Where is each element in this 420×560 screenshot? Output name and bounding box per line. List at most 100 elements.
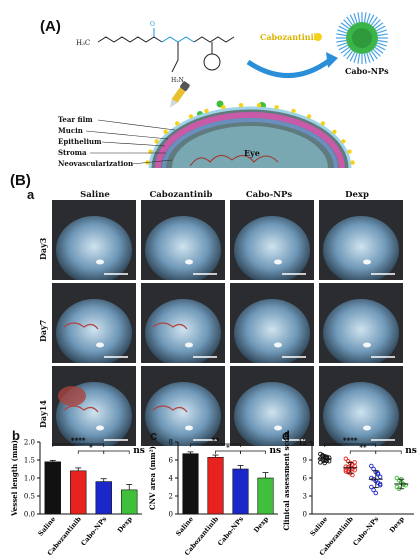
nanoparticle-spike bbox=[377, 33, 388, 37]
nanoparticle-spike bbox=[370, 16, 378, 26]
data-point bbox=[403, 482, 408, 488]
eye-photo-day14-saline bbox=[52, 366, 136, 446]
y-tick-label: 0 bbox=[169, 511, 173, 519]
chart-d-letter: d bbox=[282, 428, 290, 443]
nanoparticle-spike bbox=[343, 48, 352, 57]
nanoparticle-spike bbox=[366, 13, 371, 23]
drug-particle bbox=[347, 149, 352, 154]
cabozantinib-label: Cabozantinib bbox=[260, 32, 320, 42]
drug-particle bbox=[291, 108, 296, 114]
eye-photo-day7-cabozantinib bbox=[141, 283, 225, 363]
y-tick-label: 9 bbox=[303, 457, 307, 465]
polymer-structure bbox=[97, 28, 235, 73]
category-label: Saline bbox=[309, 515, 330, 538]
significance-label: ns bbox=[133, 446, 145, 456]
nanoparticle-spike bbox=[366, 53, 371, 63]
y-tick-label: 2.0 bbox=[24, 439, 35, 447]
significance-label: **** bbox=[71, 436, 86, 445]
significance-label: ns bbox=[405, 446, 417, 456]
nanoparticle-spike bbox=[338, 25, 349, 32]
data-point bbox=[369, 463, 374, 469]
significance-bracket bbox=[103, 450, 130, 454]
nanoparticle-icon bbox=[346, 22, 378, 54]
nanoparticle-spike bbox=[336, 39, 347, 43]
chart-c-letter: c bbox=[150, 428, 158, 443]
drug-particle bbox=[154, 139, 159, 144]
bar bbox=[44, 461, 61, 515]
y-tick-label: 12 bbox=[298, 439, 307, 447]
nanoparticle-spike bbox=[375, 44, 386, 51]
significance-bracket bbox=[190, 443, 241, 447]
polymer-label-o: O bbox=[150, 21, 155, 28]
data-point bbox=[377, 474, 383, 480]
bar bbox=[232, 468, 249, 515]
drug-particle bbox=[306, 114, 312, 119]
data-point bbox=[352, 460, 357, 465]
y-tick-label: 3 bbox=[303, 493, 307, 501]
column-header-dexp: Dexp bbox=[345, 190, 369, 200]
layer-label-neovascularization: Neovascularization bbox=[58, 159, 133, 168]
layer-label-mucin: Mucin bbox=[58, 126, 83, 135]
nanoparticle-spike bbox=[346, 50, 354, 60]
drug-particle bbox=[174, 121, 180, 126]
y-tick-label: 0.5 bbox=[24, 493, 35, 501]
data-point bbox=[371, 487, 376, 493]
nanoparticle-spike bbox=[370, 50, 378, 60]
y-tick-label: 6 bbox=[169, 457, 174, 465]
row-header-day3: Day3 bbox=[38, 237, 48, 260]
chart-b-letter: b bbox=[12, 428, 20, 443]
nanoparticle-spike bbox=[375, 25, 386, 32]
y-axis-label: Clinical assessment scores bbox=[282, 432, 291, 530]
y-tick-label: 1.5 bbox=[24, 457, 35, 465]
nanoparticle-spike bbox=[340, 46, 350, 54]
category-label: Cabo-NPs bbox=[79, 515, 108, 548]
drug-particle bbox=[188, 114, 194, 119]
y-tick-label: 2 bbox=[169, 493, 173, 501]
y-axis-label: Vessel length (mm) bbox=[10, 440, 19, 517]
eye-dropper-icon bbox=[169, 81, 190, 108]
drug-particle bbox=[350, 160, 355, 165]
polymer-methyl-label: H₃C bbox=[76, 39, 90, 47]
bar bbox=[182, 453, 199, 515]
bar bbox=[257, 477, 274, 515]
eye-photo-day3-cabozantinib bbox=[141, 200, 225, 280]
data-point bbox=[352, 467, 357, 473]
nanoparticle-spike bbox=[357, 53, 361, 64]
eye-cross-section bbox=[148, 106, 352, 169]
eye-photo-day3-dexp bbox=[319, 200, 403, 280]
nanoparticle-spike bbox=[363, 53, 367, 64]
data-point bbox=[377, 481, 383, 487]
bar bbox=[121, 489, 138, 515]
eye-photo-grid bbox=[52, 200, 408, 446]
nanoparticle-spike bbox=[337, 29, 347, 34]
y-tick-label: 1.0 bbox=[24, 475, 35, 483]
bar bbox=[207, 456, 224, 515]
nanoparticle-spike bbox=[372, 19, 381, 28]
significance-label: ** bbox=[359, 443, 367, 452]
significance-label: ** bbox=[212, 436, 220, 445]
significance-label: * bbox=[89, 443, 93, 452]
y-tick-label: 8 bbox=[169, 439, 173, 447]
curved-arrow-icon bbox=[246, 57, 332, 78]
drug-particle bbox=[238, 103, 244, 108]
data-point bbox=[318, 460, 323, 465]
nanoparticle-spike bbox=[343, 19, 352, 28]
column-header-cabo-nps: Cabo-NPs bbox=[245, 190, 293, 200]
data-point bbox=[369, 484, 374, 490]
data-point bbox=[343, 469, 349, 474]
layer-label-stroma: Stroma bbox=[58, 148, 87, 157]
eye-photo-day7-dexp bbox=[319, 283, 403, 363]
y-axis-label: CNV area (mm²) bbox=[148, 446, 157, 510]
nanoparticle-spike bbox=[377, 42, 387, 47]
panel-b-sub-a: a bbox=[27, 187, 35, 202]
data-point bbox=[369, 475, 374, 481]
significance-label: * bbox=[226, 443, 230, 452]
nanoparticle-spike bbox=[377, 29, 387, 34]
nanoparticle-spike bbox=[363, 12, 367, 23]
category-label: Saline bbox=[174, 515, 195, 538]
layer-leader-lines bbox=[85, 119, 176, 165]
category-label: Dexp bbox=[388, 515, 406, 534]
drug-particle bbox=[320, 121, 326, 126]
nanoparticle-spike bbox=[372, 48, 381, 57]
category-label: Cabo-NPs bbox=[351, 515, 380, 548]
